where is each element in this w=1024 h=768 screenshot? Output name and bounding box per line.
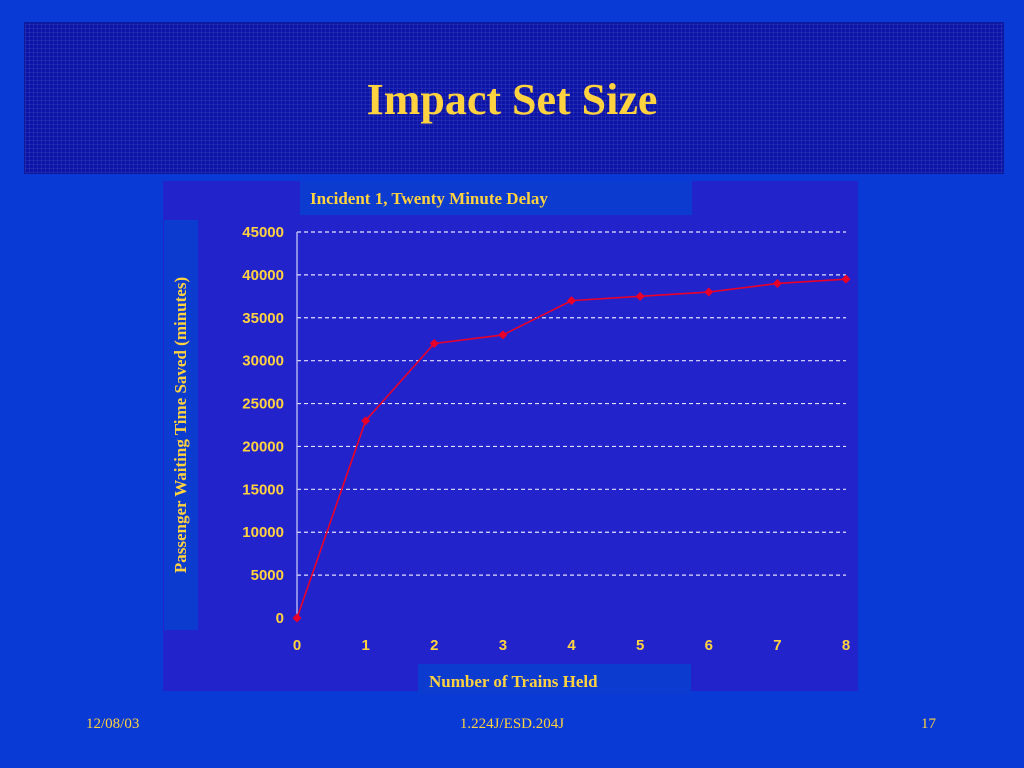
x-tick-label: 8 xyxy=(842,637,850,654)
x-tick-label: 2 xyxy=(430,637,438,654)
x-tick-label: 4 xyxy=(567,637,576,654)
data-point xyxy=(772,278,782,288)
data-point xyxy=(635,291,645,301)
series-line xyxy=(296,278,847,619)
x-axis-label: Number of Trains Held xyxy=(429,672,598,691)
data-point xyxy=(704,287,714,297)
title-banner xyxy=(24,22,1004,174)
y-tick-label: 35000 xyxy=(242,310,284,327)
y-tick-label: 20000 xyxy=(242,438,284,455)
data-point xyxy=(841,274,851,284)
footer-date: 12/08/03 xyxy=(86,716,140,732)
x-tick-label: 1 xyxy=(361,637,369,654)
y-tick-label: 45000 xyxy=(242,224,284,241)
y-tick-label: 10000 xyxy=(242,524,284,541)
x-tick-label: 0 xyxy=(293,637,301,654)
y-tick-label: 40000 xyxy=(242,267,284,284)
slide-title: Impact Set Size xyxy=(366,75,658,124)
chart-title: Incident 1, Twenty Minute Delay xyxy=(310,189,548,208)
y-tick-label: 15000 xyxy=(242,481,284,498)
chart-panel xyxy=(163,181,858,691)
y-tick-label: 30000 xyxy=(242,353,284,370)
data-point xyxy=(498,330,508,340)
footer-course: 1.224J/ESD.204J xyxy=(459,716,565,732)
x-tick-label: 6 xyxy=(705,637,713,654)
chart-title-box: Incident 1, Twenty Minute Delay xyxy=(300,181,692,215)
y-axis-label-box xyxy=(164,220,198,630)
y-tick-label: 5000 xyxy=(251,567,284,584)
data-point xyxy=(292,613,302,623)
x-tick-label: 5 xyxy=(636,637,644,654)
x-axis-label-box: Number of Trains Held xyxy=(418,664,691,694)
x-tick-label: 7 xyxy=(773,637,781,654)
data-point xyxy=(567,296,576,306)
y-tick-label: 0 xyxy=(276,610,284,627)
x-tick-label: 3 xyxy=(499,637,507,654)
data-point xyxy=(429,339,439,349)
y-tick-label: 25000 xyxy=(242,396,284,413)
data-point xyxy=(361,416,371,426)
footer-page-number: 17 xyxy=(921,716,936,732)
